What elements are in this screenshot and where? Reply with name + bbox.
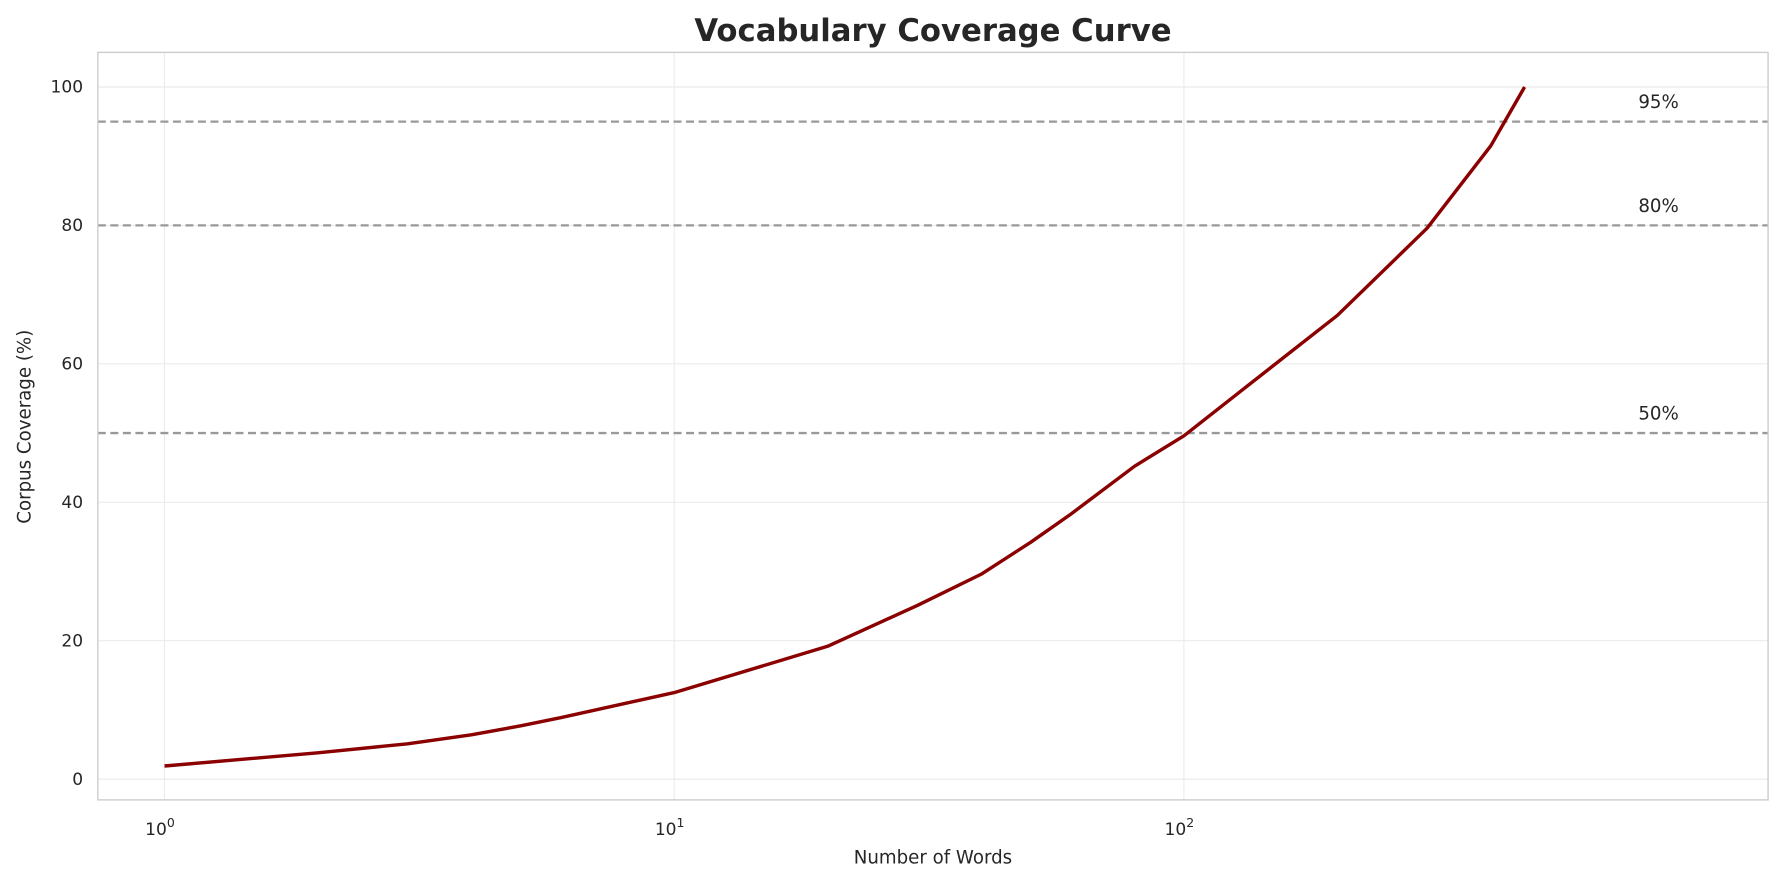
y-tick-label: 60 (61, 355, 83, 375)
x-tick-labels: 100 101 102 (145, 815, 1194, 840)
x-tick-label: 101 (655, 815, 685, 840)
x-tick-exponent: 0 (167, 815, 175, 830)
x-tick-label: 100 (145, 815, 175, 840)
plot-frame (97, 51, 1769, 801)
x-axis-label: Number of Words (854, 848, 1012, 869)
reference-line-label: 95% (1638, 92, 1678, 113)
coverage-line (164, 86, 1527, 768)
chart-title: Vocabulary Coverage Curve (694, 13, 1171, 49)
reference-lines: 95% 80% 50% (97, 92, 1769, 435)
y-tick-labels: 0 20 40 60 80 100 (51, 78, 84, 790)
grid (97, 52, 1769, 800)
y-axis-label: Corpus Coverage (%) (15, 330, 36, 524)
reference-line-label: 80% (1638, 196, 1678, 217)
x-tick-exponent: 1 (677, 815, 685, 830)
y-tick-label: 40 (61, 493, 83, 513)
series-layer (164, 86, 1527, 768)
y-tick-label: 20 (61, 631, 83, 651)
x-tick-label: 102 (1165, 815, 1195, 840)
y-tick-label: 100 (51, 78, 84, 98)
x-tick-exponent: 2 (1186, 815, 1194, 830)
y-tick-label: 80 (61, 216, 83, 236)
y-tick-label: 0 (72, 770, 83, 790)
reference-line-label: 50% (1638, 403, 1678, 424)
